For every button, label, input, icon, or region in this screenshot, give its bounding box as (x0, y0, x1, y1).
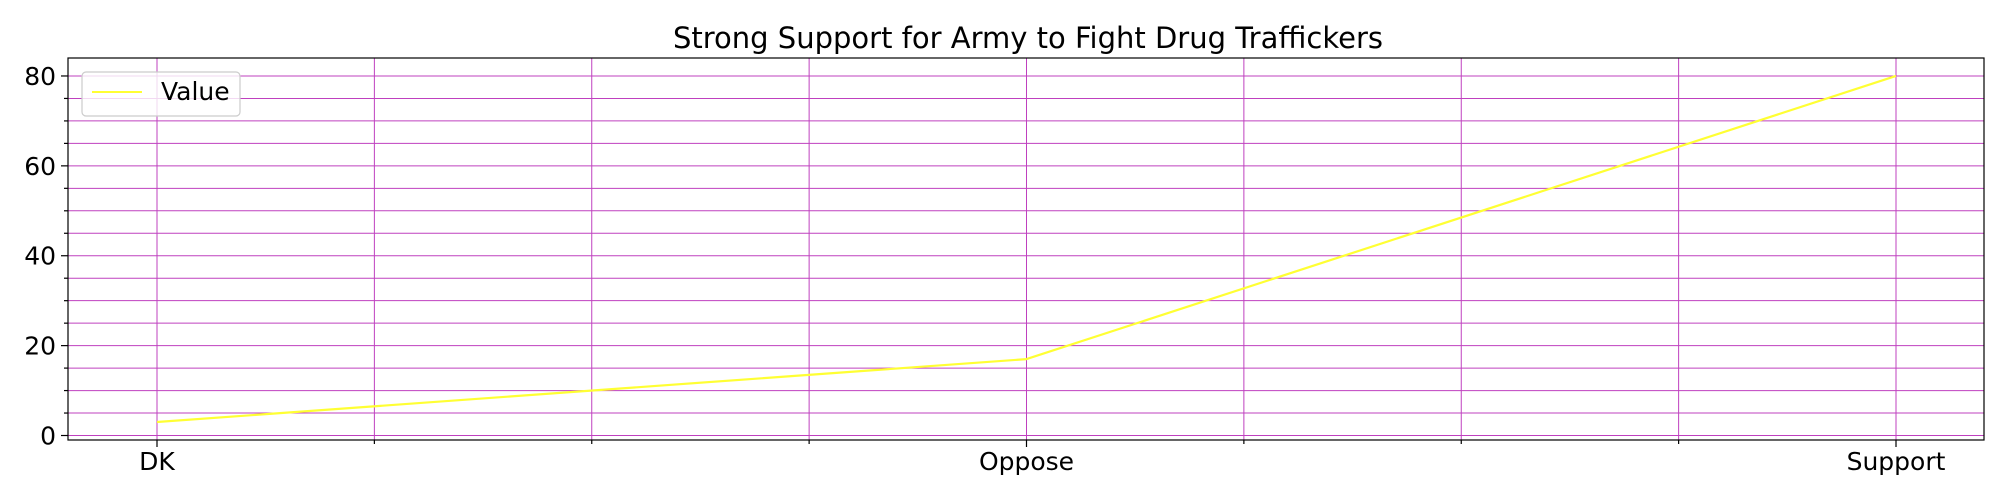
grid (68, 58, 1984, 440)
series-line (156, 74, 1897, 424)
x-tick-label: Oppose (979, 447, 1074, 476)
axes: 0 20 40 60 80 DK Oppose Support (24, 62, 1945, 476)
legend-box (81, 71, 241, 117)
y-tick-label: 60 (24, 152, 56, 181)
y-tick-label: 20 (24, 332, 56, 361)
y-tick-label: 40 (24, 242, 56, 271)
series-layer (156, 74, 1897, 424)
x-tick-label: Support (1847, 447, 1946, 476)
legend: Value (81, 71, 241, 117)
chart-title: Strong Support for Army to Fight Drug Tr… (673, 21, 1383, 55)
y-tick-label: 80 (24, 62, 56, 91)
y-tick-label: 0 (40, 422, 56, 451)
legend-label: Value (161, 77, 230, 106)
x-tick-label: DK (139, 447, 175, 476)
